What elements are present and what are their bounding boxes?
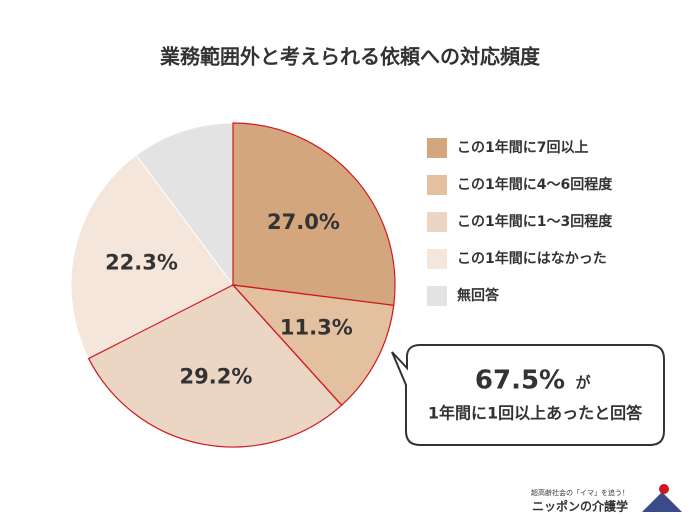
pie-slice — [135, 122, 234, 287]
logo-tagline: 超高齢社会の「イマ」を追う！ — [531, 488, 629, 497]
callout-text: 1年間に1回以上あったと回答 — [428, 404, 643, 423]
legend-swatch — [427, 212, 447, 232]
highlight-outline — [232, 122, 396, 306]
legend-swatch — [427, 175, 447, 195]
chart-title: 業務範囲外と考えられる依頼への対応頻度 — [160, 45, 541, 69]
legend-label: この1年間にはなかった — [457, 250, 607, 267]
legend-label: 無回答 — [457, 287, 500, 304]
data-label: 11.3% — [280, 315, 353, 339]
highlight-outline — [231, 284, 395, 407]
legend-swatch — [427, 286, 447, 306]
callout: 67.5% が 1年間に1回以上あったと回答 — [391, 344, 665, 446]
logo: 超高齢社会の「イマ」を追う！ ニッポンの介護学 — [531, 484, 682, 514]
logo-icon — [642, 492, 682, 512]
highlight-outline — [87, 284, 343, 448]
callout-suffix: が — [575, 374, 591, 392]
callout-value: 67.5% — [475, 366, 565, 396]
legend-label: この1年間に4〜6回程度 — [457, 176, 613, 193]
data-label: 29.2% — [180, 364, 253, 388]
callout-box — [391, 344, 665, 446]
logo-name: ニッポンの介護学 — [532, 499, 628, 514]
data-label: 27.0% — [267, 210, 340, 234]
data-label: 22.3% — [105, 251, 178, 275]
pie-slice — [70, 154, 234, 360]
logo-sun — [659, 484, 669, 494]
legend-swatch — [427, 249, 447, 269]
legend-label: この1年間に7回以上 — [457, 139, 588, 156]
legend-swatch — [427, 138, 447, 158]
legend-label: この1年間に1〜3回程度 — [457, 213, 613, 230]
